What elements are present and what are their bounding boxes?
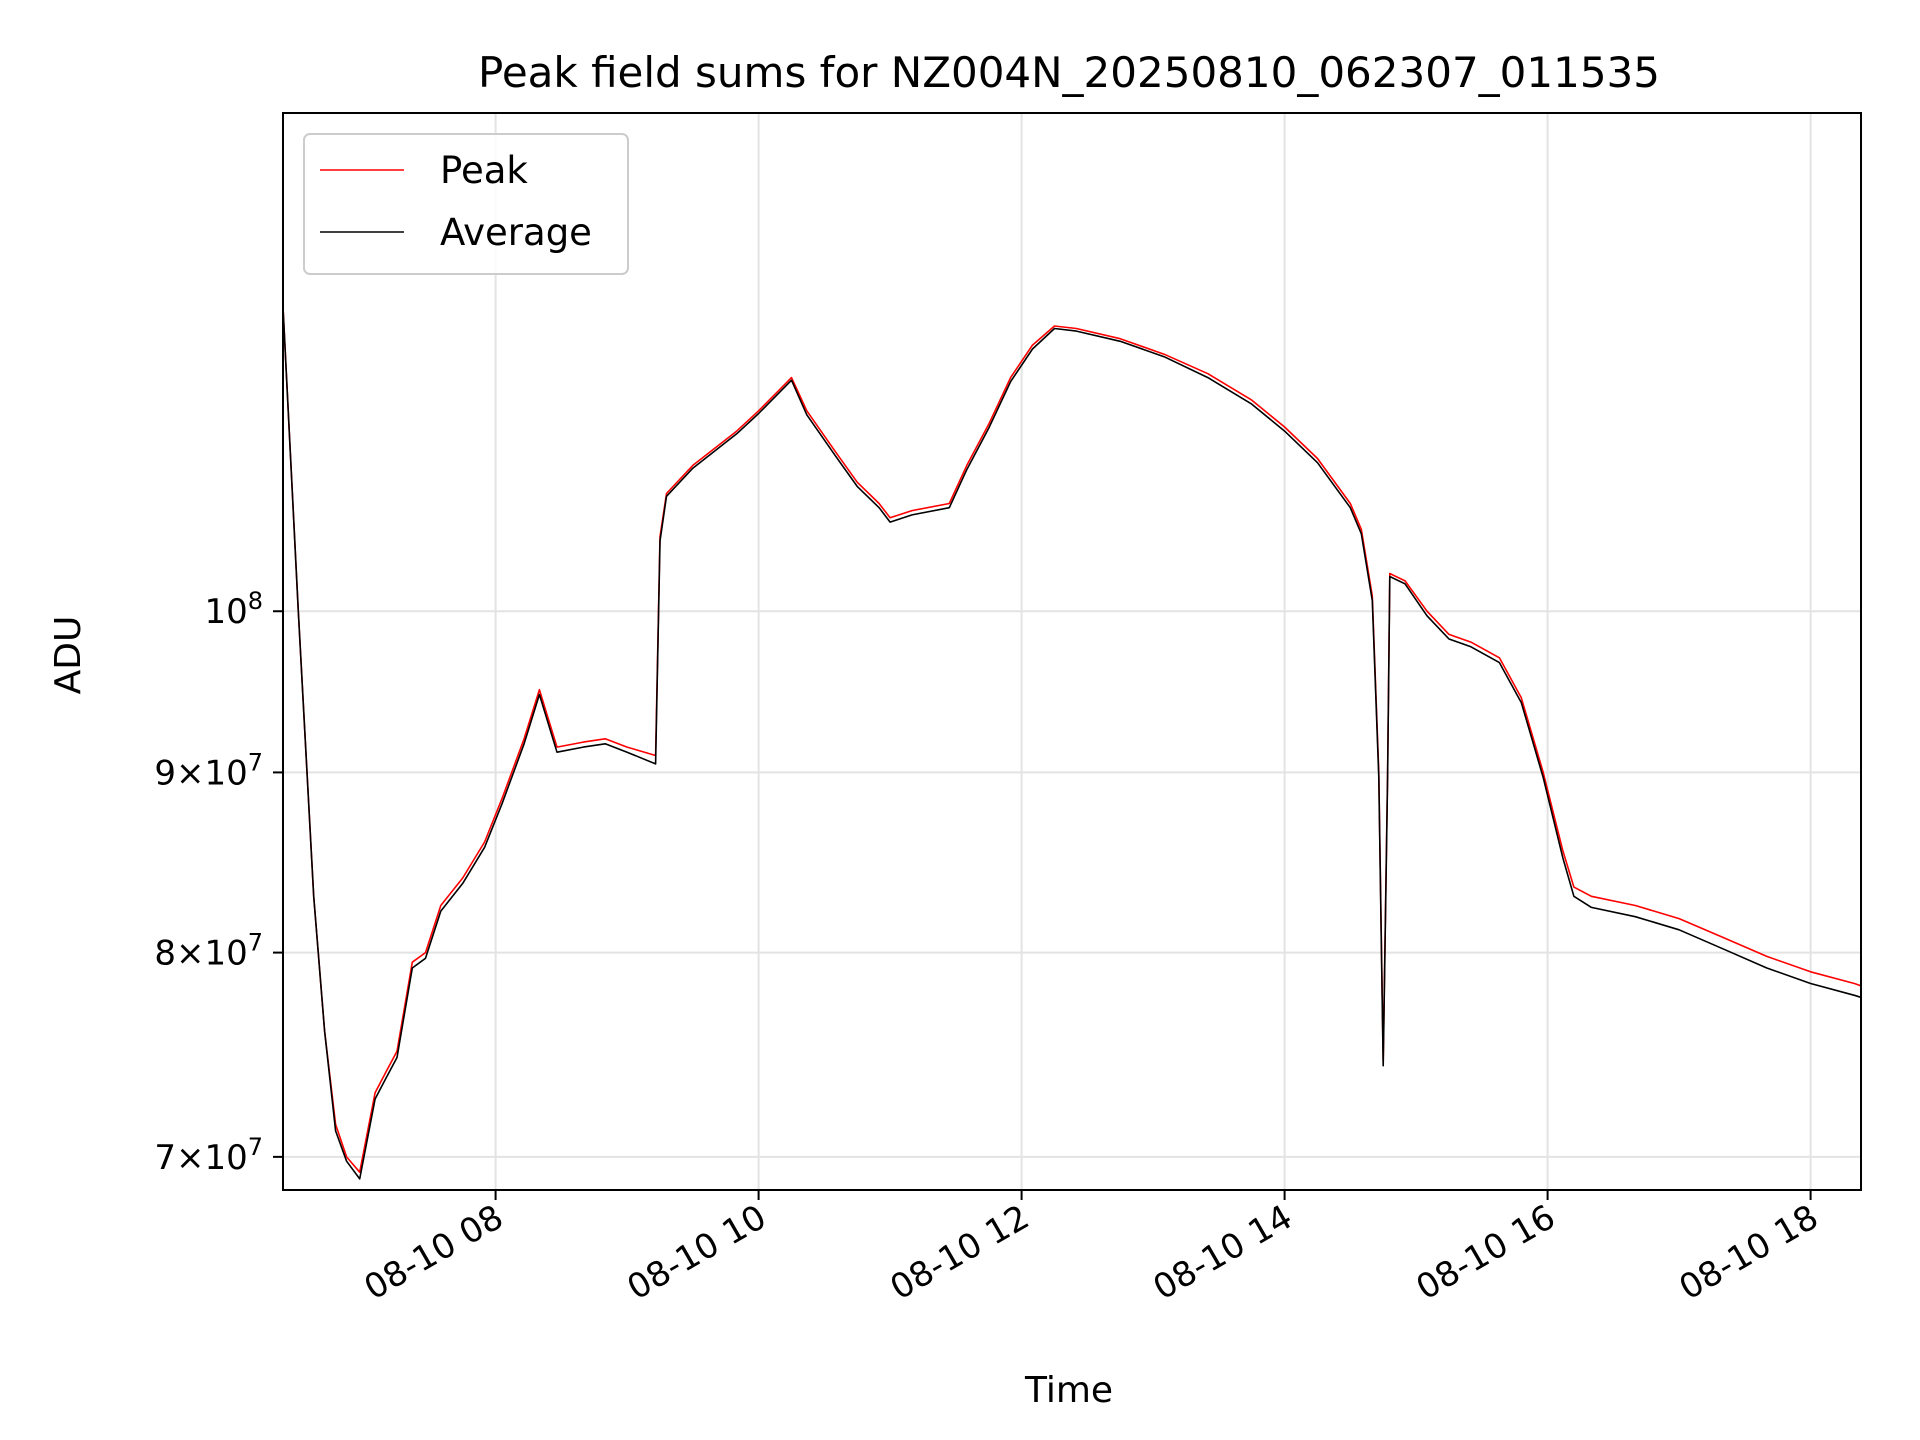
plot-frame xyxy=(282,112,1862,1191)
y-axis-label: ADU xyxy=(48,616,89,695)
series-line-average xyxy=(283,306,1861,1180)
x-axis-label: Time xyxy=(1024,1370,1113,1411)
y-tick-label: 9×107 xyxy=(154,748,263,793)
legend: Peak Average xyxy=(303,133,629,275)
series-line-peak xyxy=(283,306,1861,1173)
legend-box xyxy=(303,133,629,275)
y-tick-label: 108 xyxy=(204,587,263,632)
grid-lines xyxy=(283,113,1861,1190)
series-layer xyxy=(283,306,1861,1180)
legend-label-average: Average xyxy=(440,211,592,254)
chart-title: Peak field sums for NZ004N_20250810_0623… xyxy=(478,48,1660,97)
y-tick-label: 8×107 xyxy=(154,929,263,974)
y-tick-label: 7×107 xyxy=(154,1133,263,1178)
legend-label-peak: Peak xyxy=(440,149,528,192)
